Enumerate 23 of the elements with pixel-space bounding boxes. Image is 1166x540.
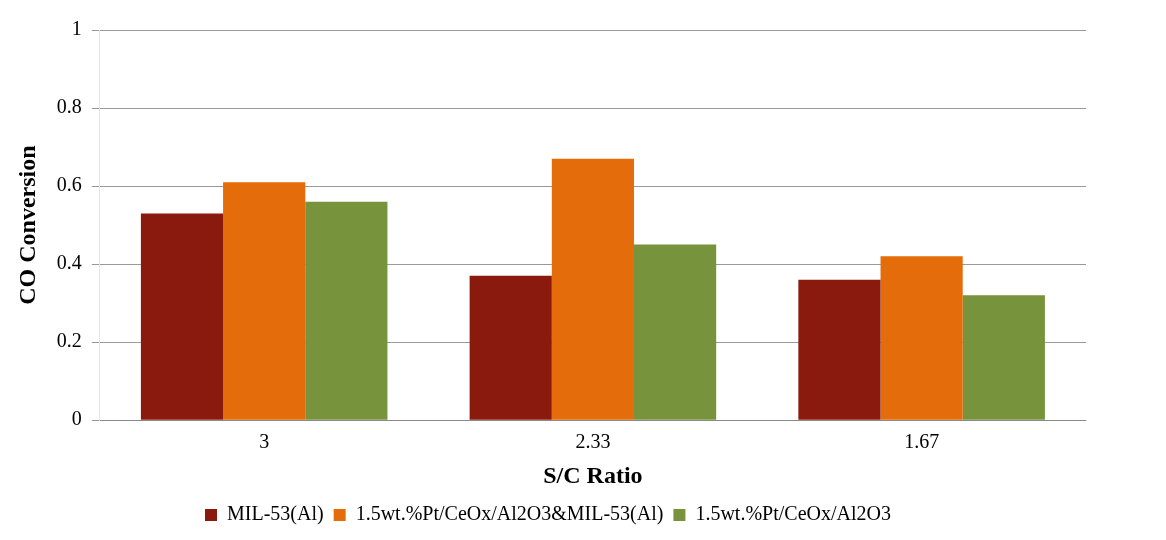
bar: [140, 213, 224, 420]
legend-label: MIL-53(Al): [227, 502, 324, 526]
bar: [469, 275, 552, 420]
y-tick-label: 0.8: [56, 95, 82, 118]
x-tick-label: 1.67: [904, 430, 940, 453]
bar: [551, 158, 634, 420]
x-axis-title: S/C Ratio: [543, 461, 643, 488]
bar: [798, 279, 881, 420]
bar: [223, 182, 306, 420]
bar: [962, 295, 1045, 420]
x-tick-label: 2.33: [575, 430, 611, 453]
legend-label: 1.5wt.%Pt/CeOx/Al2O3: [695, 502, 891, 525]
y-tick-label: 0: [71, 407, 82, 430]
y-tick-label: 0.2: [56, 329, 82, 352]
bar: [880, 256, 963, 420]
y-tick-label: 0.6: [56, 173, 82, 196]
y-tick-label: 1: [71, 17, 82, 40]
x-tick-label: 3: [259, 430, 270, 453]
legend-label: 1.5wt.%Pt/CeOx/Al2O3&MIL-53(Al): [355, 502, 664, 526]
y-axis-title: CO Conversion: [13, 145, 40, 305]
y-tick-label: 0.4: [56, 251, 82, 274]
bar: [633, 244, 717, 420]
bar: [305, 201, 388, 420]
